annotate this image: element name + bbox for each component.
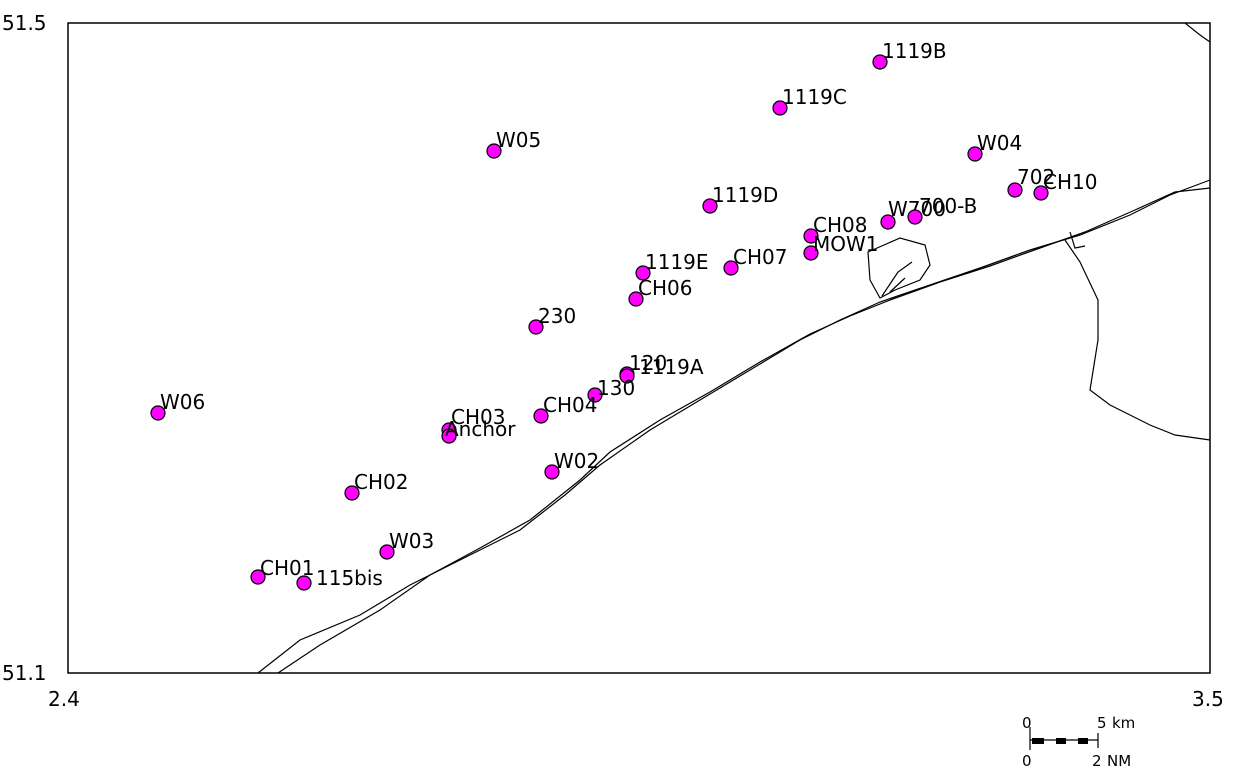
station-label-700-b: 700-B	[919, 194, 977, 218]
station-marker-ch06[interactable]	[628, 291, 644, 307]
station-marker-ch04[interactable]	[533, 408, 549, 424]
harbour-jetty	[881, 261, 913, 297]
station-label-120: 120	[629, 351, 667, 375]
scale-km-zero: 0	[1022, 714, 1032, 732]
station-marker-w05[interactable]	[486, 143, 502, 159]
coastline	[257, 22, 1211, 674]
station-marker-1119a[interactable]	[619, 368, 635, 384]
station-label-ch02: CH02	[354, 470, 408, 494]
station-label-anchor: Anchor	[445, 417, 516, 441]
station-marker-1119b[interactable]	[872, 54, 888, 70]
scale-nm-unit: NM	[1107, 752, 1131, 770]
lat-top-label: 51.5	[2, 11, 47, 35]
station-label-w03: W03	[389, 529, 434, 553]
lat-bottom-label: 51.1	[2, 661, 47, 685]
corner-shore	[1184, 22, 1211, 43]
station-label-mow1: MOW1	[813, 232, 879, 256]
station-marker-230[interactable]	[528, 319, 544, 335]
station-label-702: 702	[1017, 165, 1055, 189]
station-marker-anchor[interactable]	[441, 428, 457, 444]
scale-km-unit: km	[1112, 714, 1135, 732]
station-label-w05: W05	[496, 128, 541, 152]
lon-right-label: 3.5	[1192, 687, 1224, 711]
station-label-230: 230	[538, 304, 576, 328]
station-marker-w03[interactable]	[379, 544, 395, 560]
station-label-1119d: 1119D	[712, 183, 778, 207]
map-frame	[67, 22, 1211, 674]
station-marker-w700[interactable]	[880, 214, 896, 230]
scale-km-value: 5	[1097, 714, 1107, 732]
station-marker-ch10[interactable]	[1033, 185, 1049, 201]
station-marker-130[interactable]	[587, 387, 603, 403]
station-label-1119b: 1119B	[882, 39, 947, 63]
station-marker-ch01[interactable]	[250, 569, 266, 585]
station-marker-702[interactable]	[1007, 182, 1023, 198]
station-marker-mow1[interactable]	[803, 245, 819, 261]
station-marker-1119e[interactable]	[635, 265, 651, 281]
station-label-130: 130	[597, 376, 635, 400]
lon-left-label: 2.4	[48, 687, 80, 711]
station-marker-1119c[interactable]	[772, 100, 788, 116]
station-label-w06: W06	[160, 390, 205, 414]
station-label-1119c: 1119C	[782, 85, 847, 109]
station-label-ch06: CH06	[638, 276, 692, 300]
station-marker-1119d[interactable]	[702, 198, 718, 214]
station-label-ch04: CH04	[543, 393, 597, 417]
station-marker-ch08[interactable]	[803, 228, 819, 244]
station-label-w04: W04	[977, 131, 1022, 155]
station-label-ch08: CH08	[813, 213, 867, 237]
station-label-ch10: CH10	[1043, 170, 1097, 194]
station-label-ch03: CH03	[451, 405, 505, 429]
harbour-outline	[867, 237, 931, 299]
station-marker-ch02[interactable]	[344, 485, 360, 501]
scale-nm-value: 2	[1092, 752, 1102, 770]
station-label-1119e: 1119E	[645, 250, 709, 274]
station-marker-700-b[interactable]	[907, 209, 923, 225]
scale-bar: 0 5 km 0 2 NM	[1022, 714, 1135, 770]
station-marker-ch07[interactable]	[723, 260, 739, 276]
border-line	[1064, 239, 1211, 441]
station-label-w02: W02	[554, 449, 599, 473]
station-label-115bis: 115bis	[316, 566, 383, 590]
border-hook	[1069, 231, 1086, 249]
station-marker-w04[interactable]	[967, 146, 983, 162]
coastline-inner	[277, 187, 1211, 674]
station-label-1119a: 1119A	[639, 355, 704, 379]
scale-nm-zero: 0	[1022, 752, 1032, 770]
station-label-ch07: CH07	[733, 245, 787, 269]
station-marker-w06[interactable]	[150, 405, 166, 421]
station-marker-115bis[interactable]	[296, 575, 312, 591]
station-marker-w02[interactable]	[544, 464, 560, 480]
